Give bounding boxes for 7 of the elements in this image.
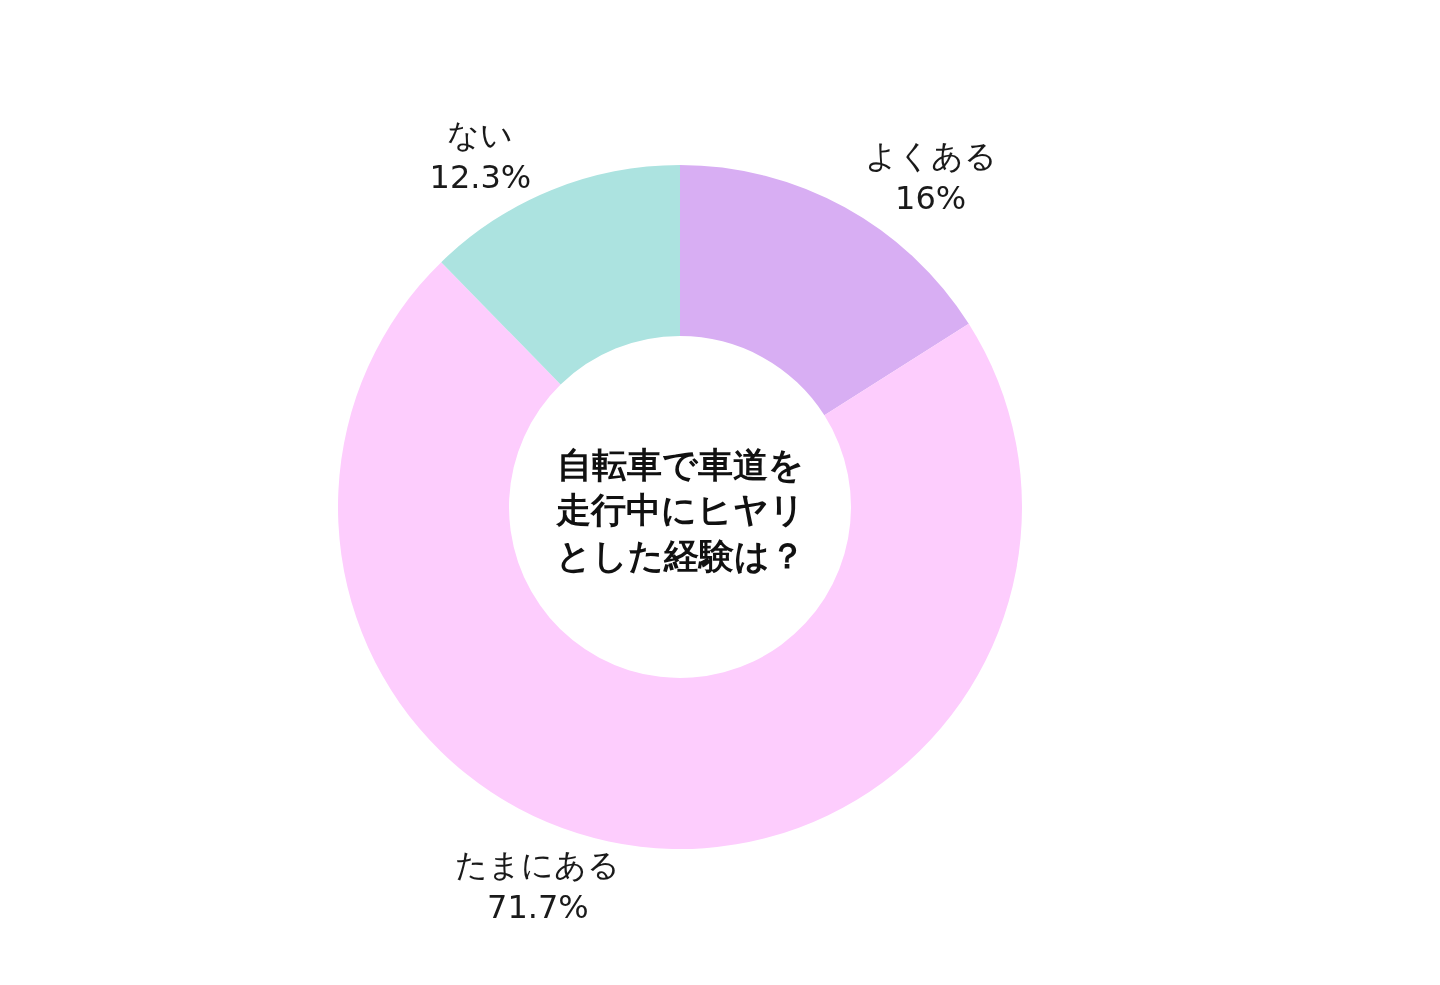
- slice-label: よくある: [864, 136, 997, 175]
- slice-label: たまにある: [455, 846, 621, 885]
- data-label: 71.7%: [487, 887, 589, 926]
- data-label: 16%: [895, 178, 967, 217]
- slice-label: ない: [447, 116, 514, 155]
- text: 自転車で車道を走行中にヒヤリとした経験は？: [554, 444, 805, 576]
- data-label: 12.3%: [429, 157, 532, 196]
